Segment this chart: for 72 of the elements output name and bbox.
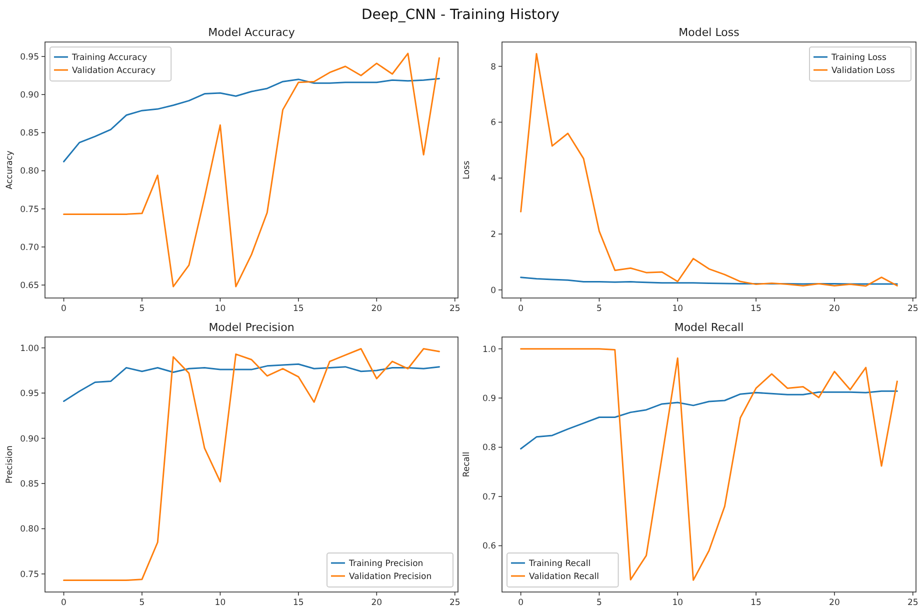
x-tick-label: 0 (61, 598, 66, 607)
x-tick-label: 25 (907, 598, 918, 607)
x-tick-label: 25 (907, 304, 918, 314)
x-tick-label: 10 (672, 304, 684, 314)
line-series (520, 390, 898, 450)
y-tick-label: 6 (490, 118, 496, 128)
x-tick-label: 0 (518, 304, 524, 314)
x-tick-label: 15 (293, 304, 304, 314)
x-tick-label: 15 (750, 304, 762, 314)
x-tick-label: 0 (518, 598, 524, 607)
y-tick-label: 0.9 (482, 394, 496, 404)
y-tick-label: 0.80 (20, 166, 39, 177)
line-series (63, 348, 440, 581)
line-series (63, 78, 440, 162)
line-series (63, 363, 440, 402)
y-axis-title: Recall (462, 452, 472, 478)
legend-label: Validation Recall (529, 572, 600, 582)
chart-title: Model Accuracy (208, 26, 296, 39)
x-tick-label: 15 (293, 598, 304, 607)
y-tick-label: 0.80 (20, 524, 39, 535)
x-tick-label: 20 (371, 304, 382, 314)
y-tick-label: 0.75 (20, 570, 39, 580)
y-axis-title: Accuracy (5, 150, 15, 190)
x-tick-label: 5 (139, 304, 145, 314)
y-tick-label: 0.85 (20, 128, 39, 139)
y-axis-title: Loss (462, 160, 472, 180)
chart-title: Model Precision (208, 321, 294, 334)
legend-label: Training Accuracy (71, 52, 148, 63)
y-tick-label: 0 (490, 286, 496, 296)
legend-label: Validation Loss (832, 66, 896, 76)
y-tick-label: 8 (490, 62, 496, 72)
line-series (520, 276, 898, 285)
x-tick-label: 15 (750, 598, 762, 607)
x-tick-label: 5 (139, 598, 145, 607)
line-series (520, 348, 898, 581)
chart-title: Model Recall (674, 321, 744, 334)
x-tick-label: 20 (829, 598, 840, 607)
legend-label: Validation Accuracy (72, 66, 156, 76)
y-tick-label: 0.90 (20, 434, 39, 444)
x-tick-label: 10 (214, 598, 226, 607)
y-tick-label: 0.8 (482, 443, 496, 454)
y-tick-label: 2 (490, 230, 496, 240)
y-tick-label: 0.70 (20, 242, 39, 253)
legend-label: Training Precision (348, 558, 424, 569)
y-tick-label: 1.00 (20, 344, 39, 354)
legend-label: Training Loss (830, 52, 887, 63)
y-tick-label: 0.65 (20, 281, 39, 292)
x-tick-label: 20 (371, 598, 382, 607)
y-tick-label: 0.95 (20, 389, 39, 400)
x-tick-label: 20 (829, 304, 840, 314)
y-tick-label: 0.75 (20, 204, 39, 215)
line-series (520, 52, 898, 287)
y-tick-label: 4 (490, 174, 496, 184)
text: Deep_CNN - Training History (361, 7, 560, 23)
x-tick-label: 5 (596, 598, 602, 607)
legend-label: Validation Precision (349, 572, 432, 582)
y-tick-label: 0.85 (20, 479, 39, 490)
x-tick-label: 10 (214, 304, 226, 314)
y-tick-label: 0.90 (20, 90, 39, 101)
y-tick-label: 0.95 (20, 52, 39, 62)
x-tick-label: 25 (449, 598, 460, 607)
x-tick-label: 5 (596, 304, 602, 314)
y-tick-label: 0.6 (482, 542, 496, 552)
chart-title: Model Loss (678, 26, 740, 39)
legend-label: Training Recall (528, 558, 591, 569)
y-tick-label: 0.7 (482, 492, 496, 502)
x-tick-label: 0 (61, 304, 66, 314)
y-tick-label: 1.0 (482, 344, 496, 355)
x-tick-label: 25 (449, 304, 460, 314)
x-tick-label: 10 (672, 598, 684, 607)
line-series (63, 52, 440, 288)
y-axis-title: Precision (5, 446, 15, 484)
